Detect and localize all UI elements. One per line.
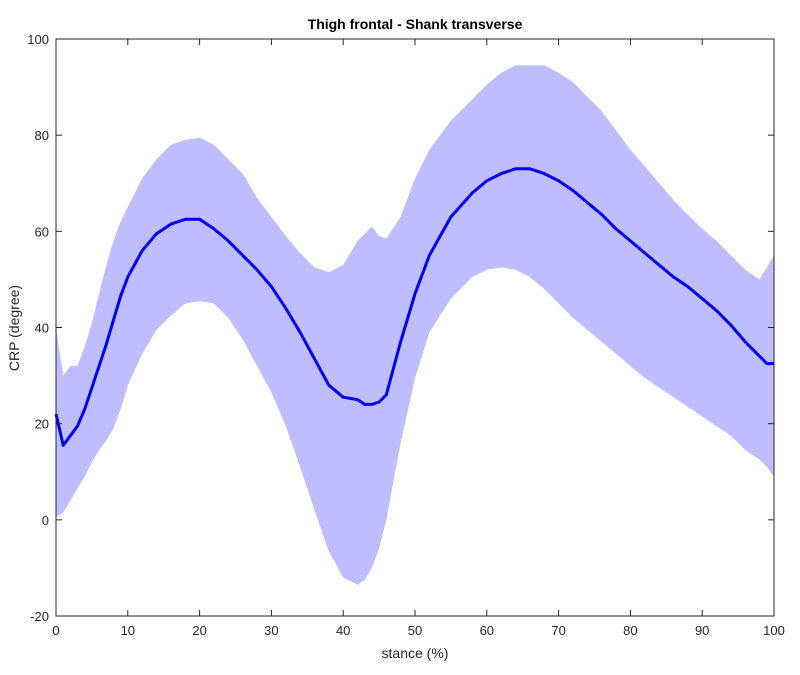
x-tick-label: 50	[408, 623, 422, 638]
x-tick-label: 100	[763, 623, 785, 638]
y-tick-label: 80	[35, 128, 49, 143]
y-tick-label: 60	[35, 224, 49, 239]
y-tick-label: -20	[30, 609, 49, 624]
plot-area	[54, 65, 774, 585]
chart-title: Thigh frontal - Shank transverse	[308, 16, 523, 32]
y-tick-label: 40	[35, 321, 49, 336]
x-tick-label: 80	[623, 623, 637, 638]
y-axis-label: CRP (degree)	[6, 285, 22, 371]
y-tick-label: 20	[35, 417, 49, 432]
x-tick-label: 10	[121, 623, 135, 638]
x-axis-label: stance (%)	[382, 645, 449, 661]
y-tick-label: 100	[27, 32, 49, 47]
y-tick-label: 0	[42, 513, 49, 528]
x-tick-label: 60	[480, 623, 494, 638]
x-tick-label: 20	[192, 623, 206, 638]
mean-line	[54, 167, 774, 447]
x-tick-label: 30	[264, 623, 278, 638]
axes-box	[55, 38, 775, 617]
x-tick-label: 40	[336, 623, 350, 638]
sd-band	[56, 65, 774, 585]
x-tick-label: 0	[52, 623, 59, 638]
x-tick-label: 90	[695, 623, 709, 638]
x-tick-label: 70	[551, 623, 565, 638]
